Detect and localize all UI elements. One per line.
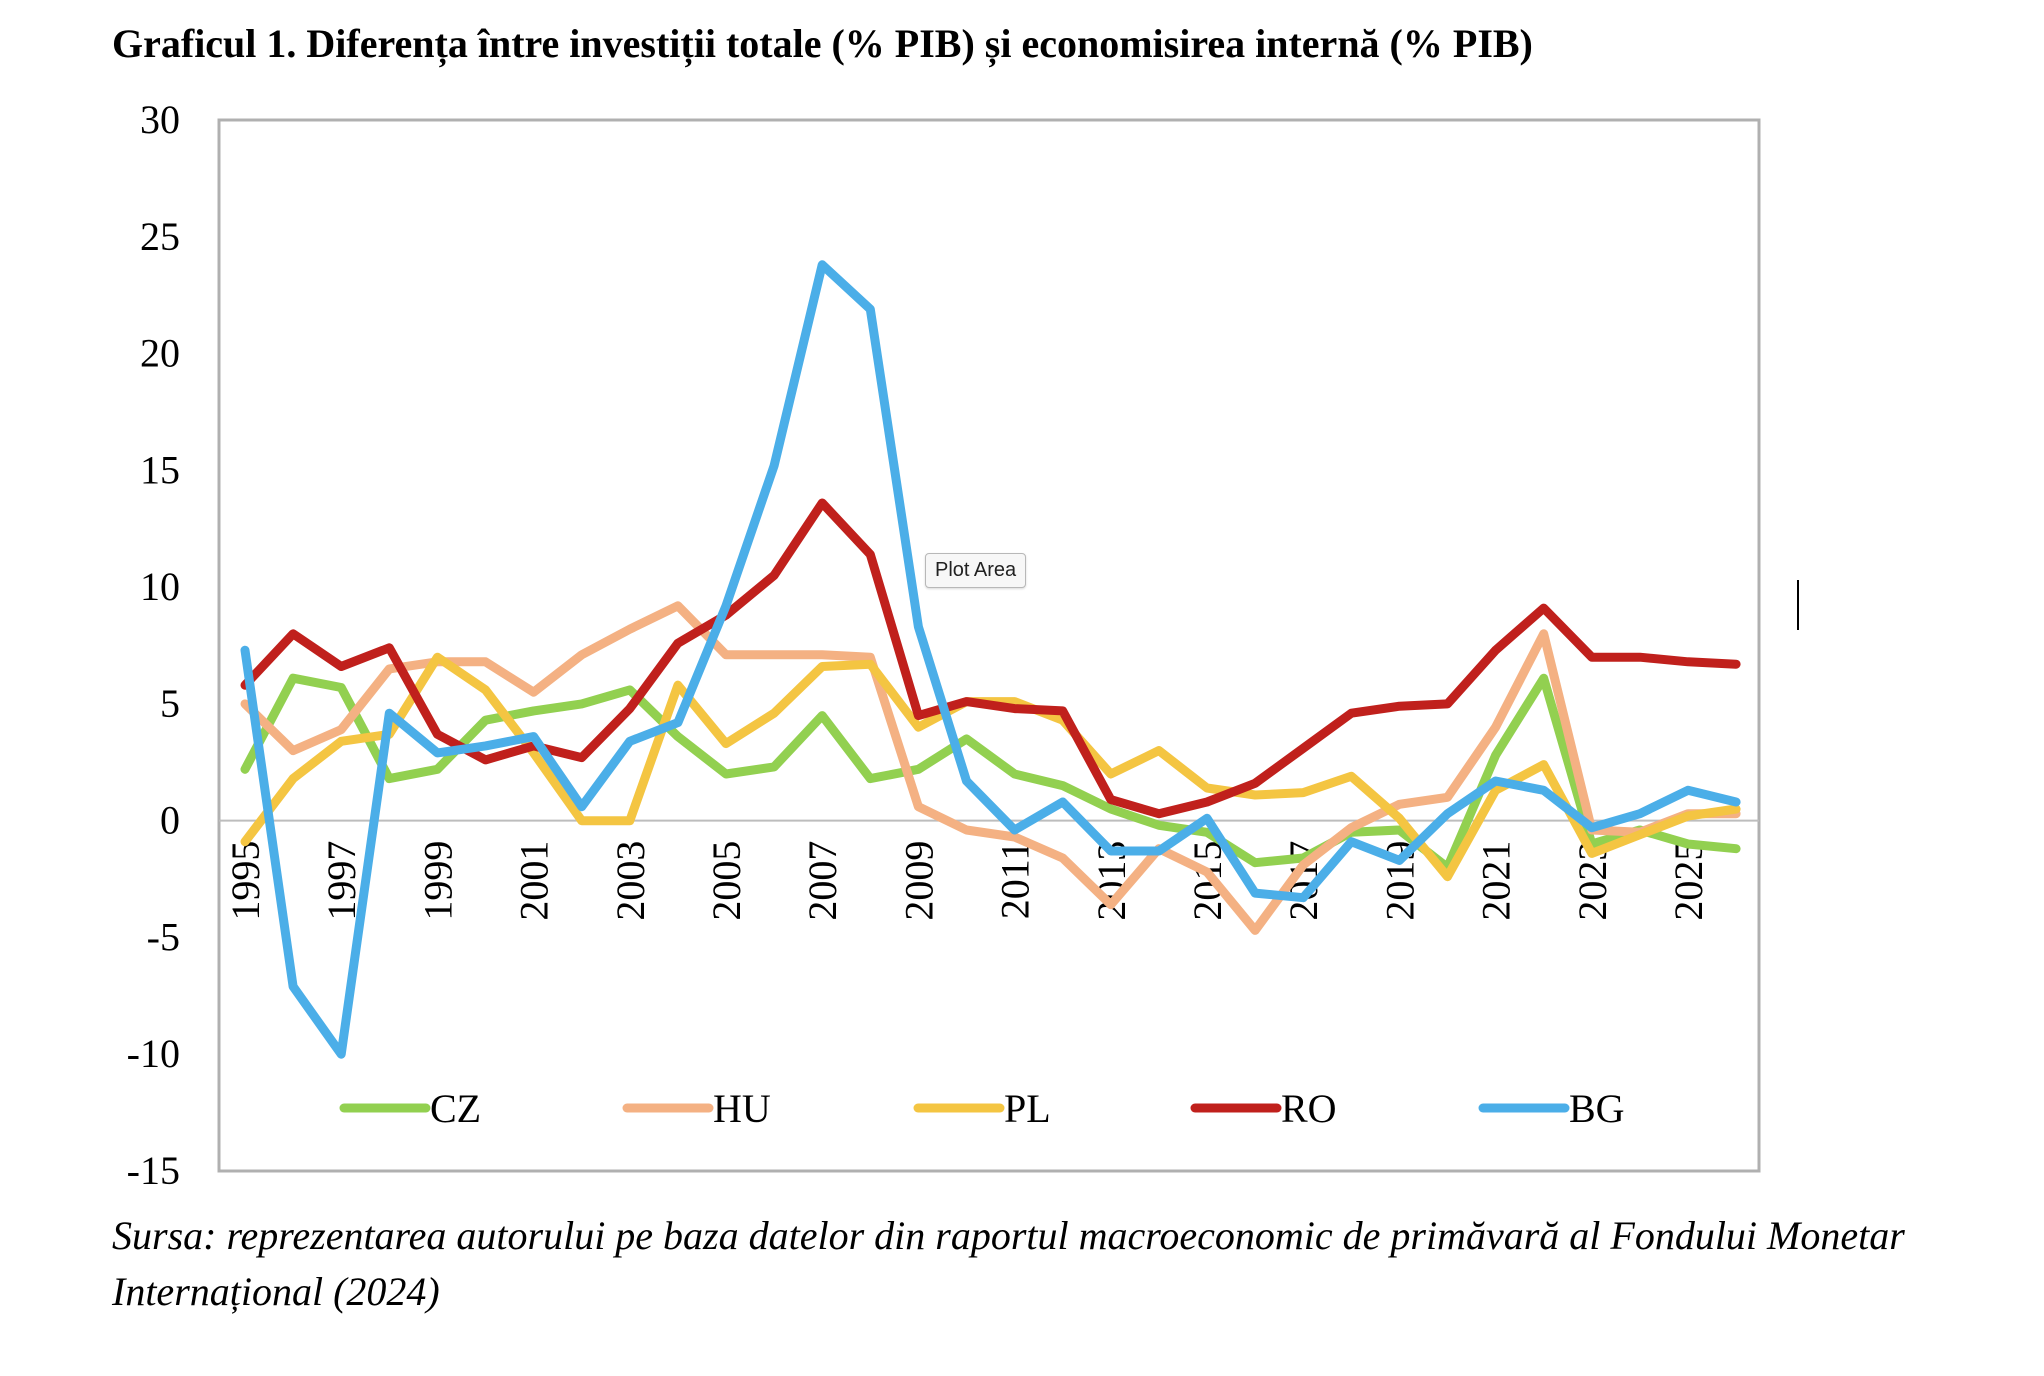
x-tick-label: 2005 [704, 841, 749, 921]
y-tick-label: 30 [140, 97, 180, 142]
legend-label-bg: BG [1569, 1086, 1625, 1131]
x-tick-label: 1995 [223, 841, 268, 921]
series-lines [240, 260, 1741, 1059]
series-line-hu[interactable] [240, 601, 1741, 935]
legend-label-hu: HU [713, 1086, 771, 1131]
x-tick-label: 2003 [608, 841, 653, 921]
series-line-ro[interactable] [240, 498, 1741, 819]
x-tick-label: 2001 [512, 841, 557, 921]
y-tick-label: 10 [140, 564, 180, 609]
y-tick-label: 20 [140, 331, 180, 376]
legend: CZ HU PL RO BG [339, 1086, 1625, 1131]
y-tick-label: -5 [147, 914, 180, 959]
y-tick-label: 5 [160, 681, 180, 726]
plot-area-tooltip: Plot Area [925, 553, 1027, 588]
source-note: Sursa: reprezentarea autorului pe baza d… [112, 1213, 1905, 1314]
x-axis-ticks: 1995 1997 1999 2001 2003 2005 2007 2009 2011 2013… [223, 841, 1711, 921]
text-cursor [1797, 580, 1799, 630]
x-tick-label: 2015 [1185, 841, 1230, 921]
x-tick-label: 2009 [896, 841, 941, 921]
y-axis-ticks: 30 25 20 15 10 5 0 -5 -10 -15 [127, 97, 180, 1193]
x-tick-label: 2025 [1666, 841, 1711, 921]
legend-label-pl: PL [1004, 1086, 1051, 1131]
series-line-bg[interactable] [240, 260, 1741, 1059]
y-tick-label: 0 [160, 798, 180, 843]
x-tick-label: 1999 [415, 841, 460, 921]
series-line-cz[interactable] [240, 673, 1741, 872]
x-tick-label: 2011 [993, 841, 1038, 920]
x-tick-label: 1997 [319, 841, 364, 921]
chart-title: Graficul 1. Diferența între investiții t… [112, 21, 1533, 66]
legend-label-cz: CZ [430, 1086, 481, 1131]
legend-label-ro: RO [1281, 1086, 1337, 1131]
y-tick-label: -10 [127, 1031, 180, 1076]
plot-area[interactable] [217, 118, 1761, 1173]
y-tick-label: -15 [127, 1148, 180, 1193]
x-tick-label: 2007 [800, 841, 845, 921]
y-tick-label: 15 [140, 447, 180, 492]
y-tick-label: 25 [140, 214, 180, 259]
x-tick-label: 2021 [1474, 841, 1519, 921]
